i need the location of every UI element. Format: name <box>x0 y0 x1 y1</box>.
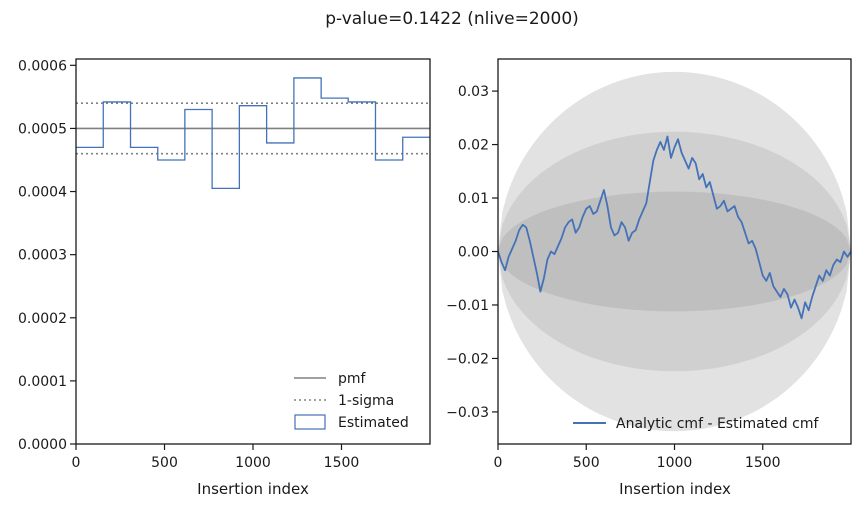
histogram-panel: 0 500 1000 1500 0.0000 0.0001 0.0002 0.0003 0.00… <box>18 58 431 498</box>
right-axis-ticks: 0 500 1000 1500 −0.03 −0.02 −0.01 0.00 0.01 0.02 0… <box>446 84 780 471</box>
left-plot-background <box>76 59 430 444</box>
left-x-axis-label: Insertion index <box>197 480 309 498</box>
legend-label-cmf-difference: Analytic cmf - Estimated cmf <box>616 416 819 432</box>
left-plot-content <box>76 77 430 190</box>
right-plot-frame <box>497 58 852 445</box>
left-axis-ticks: 0 500 1000 1500 0.0000 0.0001 0.0002 0.0003 0.00… <box>18 58 359 471</box>
left-y-tick-label: 0.0001 <box>18 374 67 390</box>
estimated-step-line <box>76 77 430 190</box>
left-x-tick-label: 500 <box>151 455 178 471</box>
right-y-tick-label: 0.01 <box>458 191 489 207</box>
left-y-tick-label: 0.0000 <box>18 437 67 453</box>
right-x-tick-label: 500 <box>573 455 600 471</box>
legend-label-pmf: pmf <box>338 371 367 387</box>
right-x-tick-label: 1000 <box>657 455 693 471</box>
left-y-tick-label: 0.0006 <box>18 58 67 74</box>
right-y-tick-label: −0.02 <box>446 351 489 367</box>
right-legend: Analytic cmf - Estimated cmf <box>573 416 819 432</box>
right-x-tick-label: 0 <box>494 455 503 471</box>
right-plot-content <box>497 71 852 432</box>
right-y-tick-label: 0.02 <box>458 138 489 154</box>
left-x-tick-label: 1500 <box>324 455 360 471</box>
left-y-tick-label: 0.0004 <box>18 185 67 201</box>
left-y-tick-label: 0.0002 <box>18 311 67 327</box>
right-y-tick-label: 0.03 <box>458 84 489 100</box>
legend-label-1-sigma: 1-sigma <box>338 393 394 409</box>
cmf-difference-panel: 0 500 1000 1500 −0.03 −0.02 −0.01 0.00 0.01 0.02 0… <box>446 58 852 498</box>
left-x-tick-label: 0 <box>72 455 81 471</box>
right-y-tick-label: −0.03 <box>446 405 489 421</box>
legend-label-estimated: Estimated <box>338 415 409 431</box>
right-y-tick-label: −0.01 <box>446 298 489 314</box>
left-plot-frame <box>75 58 431 445</box>
figure-title: p-value=0.1422 (nlive=2000) <box>325 9 579 29</box>
sigma-band <box>498 191 851 312</box>
left-x-tick-label: 1000 <box>235 455 271 471</box>
left-y-tick-label: 0.0003 <box>18 248 67 264</box>
right-x-axis-label: Insertion index <box>619 480 731 498</box>
left-legend: pmf 1-sigma Estimated <box>294 371 409 431</box>
cmf-difference-line <box>497 135 852 320</box>
legend-swatch-estimated <box>294 414 326 430</box>
right-x-tick-label: 1500 <box>745 455 781 471</box>
right-y-tick-label: 0.00 <box>458 245 489 261</box>
left-y-tick-label: 0.0005 <box>18 121 67 137</box>
